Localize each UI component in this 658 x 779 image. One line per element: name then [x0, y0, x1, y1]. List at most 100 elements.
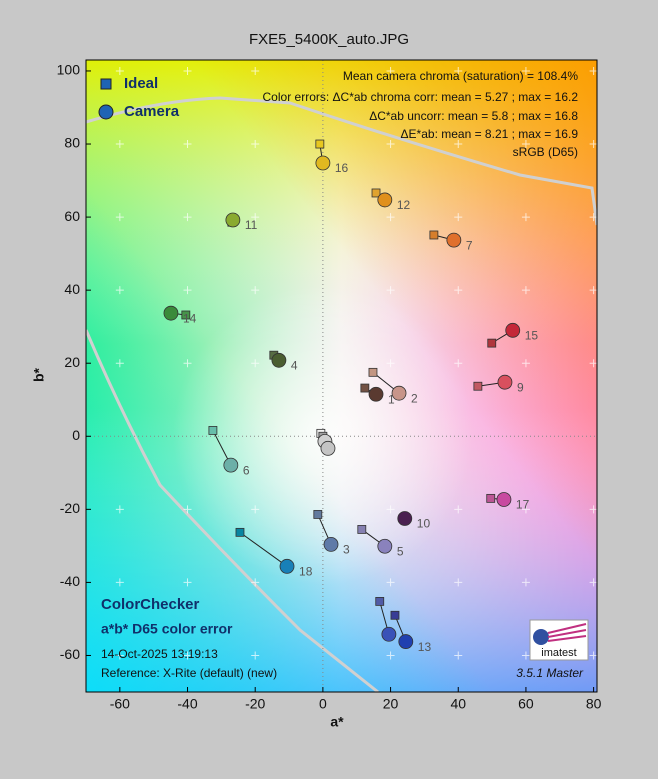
x-tick-label: 60 [518, 696, 534, 712]
grid-cross [386, 140, 395, 149]
x-tick-label: 40 [450, 696, 466, 712]
ideal-point [486, 493, 496, 503]
gamut-line [86, 329, 379, 692]
camera-point [323, 537, 339, 552]
x-tick-label: -40 [177, 696, 197, 712]
y-tick-label: -60 [60, 646, 80, 662]
legend-label: Camera [124, 103, 180, 120]
grid-cross [589, 286, 598, 295]
camera-point [377, 192, 393, 208]
grid-cross [251, 140, 260, 149]
grid-cross [386, 286, 395, 295]
grid-cross [115, 505, 124, 514]
grid-cross [454, 213, 463, 222]
grid-cross [454, 651, 463, 660]
point-label: 11 [245, 218, 258, 232]
grid-cross [115, 578, 124, 587]
grid-cross [454, 66, 463, 75]
grid-cross [183, 359, 192, 368]
grid-cross [454, 578, 463, 587]
grid-cross [183, 651, 192, 660]
grid-cross [251, 578, 260, 587]
point-label: 3 [343, 543, 350, 557]
footer-reference: Reference: X-Rite (default) (new) [101, 666, 277, 680]
grid-cross [183, 66, 192, 75]
x-tick-label: -60 [110, 696, 130, 712]
logo-text: imatest [541, 647, 576, 659]
legend-marker [98, 104, 114, 120]
grid-cross [115, 213, 124, 222]
annotation: ΔE*ab: mean = 8.21 ; max = 16.9 [401, 127, 579, 141]
camera-point [397, 511, 413, 526]
camera-point [391, 385, 407, 401]
grid-cross [521, 359, 530, 368]
y-axis-label: b* [31, 367, 47, 382]
grid-cross [454, 286, 463, 295]
annotation: sRGB (D65) [513, 145, 578, 159]
point-label: 12 [397, 198, 411, 212]
footer-version: 3.5.1 Master [516, 666, 584, 680]
annotation: Color errors: ΔC*ab chroma corr: mean = … [263, 90, 579, 104]
camera-point [496, 492, 512, 507]
grid-cross [115, 651, 124, 660]
grid-cross [251, 66, 260, 75]
grid-cross [115, 66, 124, 75]
grid-cross [386, 651, 395, 660]
grid-cross [454, 505, 463, 514]
camera-point [315, 155, 331, 171]
camera-point [223, 457, 239, 473]
y-tick-label: -40 [60, 573, 80, 589]
footer-subtitle: a*b* D65 color error [101, 621, 233, 637]
ideal-point [473, 381, 483, 391]
x-tick-label: -20 [245, 696, 265, 712]
point-label: 1 [388, 392, 395, 406]
ideal-point [181, 310, 191, 320]
ideal-point [368, 367, 378, 377]
grid-cross [183, 140, 192, 149]
y-tick-label: 20 [64, 354, 80, 370]
y-tick-label: 80 [64, 135, 80, 151]
grid-cross [251, 359, 260, 368]
point-label: 14 [183, 311, 197, 325]
grid-cross [183, 505, 192, 514]
point-label: 18 [299, 565, 313, 579]
y-tick-label: 0 [72, 427, 80, 443]
ideal-point [208, 426, 218, 435]
point-label: 9 [517, 380, 524, 394]
ideal-point [371, 188, 381, 198]
grid-cross [589, 140, 598, 149]
footer-date: 14-Oct-2025 13:19:13 [101, 647, 218, 661]
ideal-point [390, 610, 400, 620]
grid-cross [386, 66, 395, 75]
legend-marker [100, 78, 112, 90]
grid-cross [521, 578, 530, 587]
grid-cross [115, 140, 124, 149]
camera-point [497, 374, 513, 390]
grid-cross [521, 286, 530, 295]
chart-title: FXE5_5400K_auto.JPG [249, 31, 409, 48]
x-axis-label: a* [330, 714, 344, 730]
camera-point [279, 558, 295, 574]
camera-point [377, 538, 393, 554]
camera-point [398, 634, 414, 649]
plot-background [86, 60, 597, 692]
x-tick-label: 20 [383, 696, 399, 712]
grid-cross [589, 505, 598, 514]
y-tick-label: 100 [57, 62, 81, 78]
grid-cross [589, 578, 598, 587]
grid-cross [521, 505, 530, 514]
grid-cross [251, 651, 260, 660]
camera-point [163, 305, 179, 321]
grid-cross [251, 505, 260, 514]
ideal-point [360, 383, 370, 393]
point-label: 7 [466, 238, 473, 252]
camera-point [320, 440, 336, 456]
ideal-point [313, 510, 323, 519]
grid-cross [589, 651, 598, 660]
point-label: 17 [516, 498, 530, 512]
y-tick-label: 40 [64, 281, 80, 297]
grid-cross [521, 651, 530, 660]
grid-cross [589, 213, 598, 222]
